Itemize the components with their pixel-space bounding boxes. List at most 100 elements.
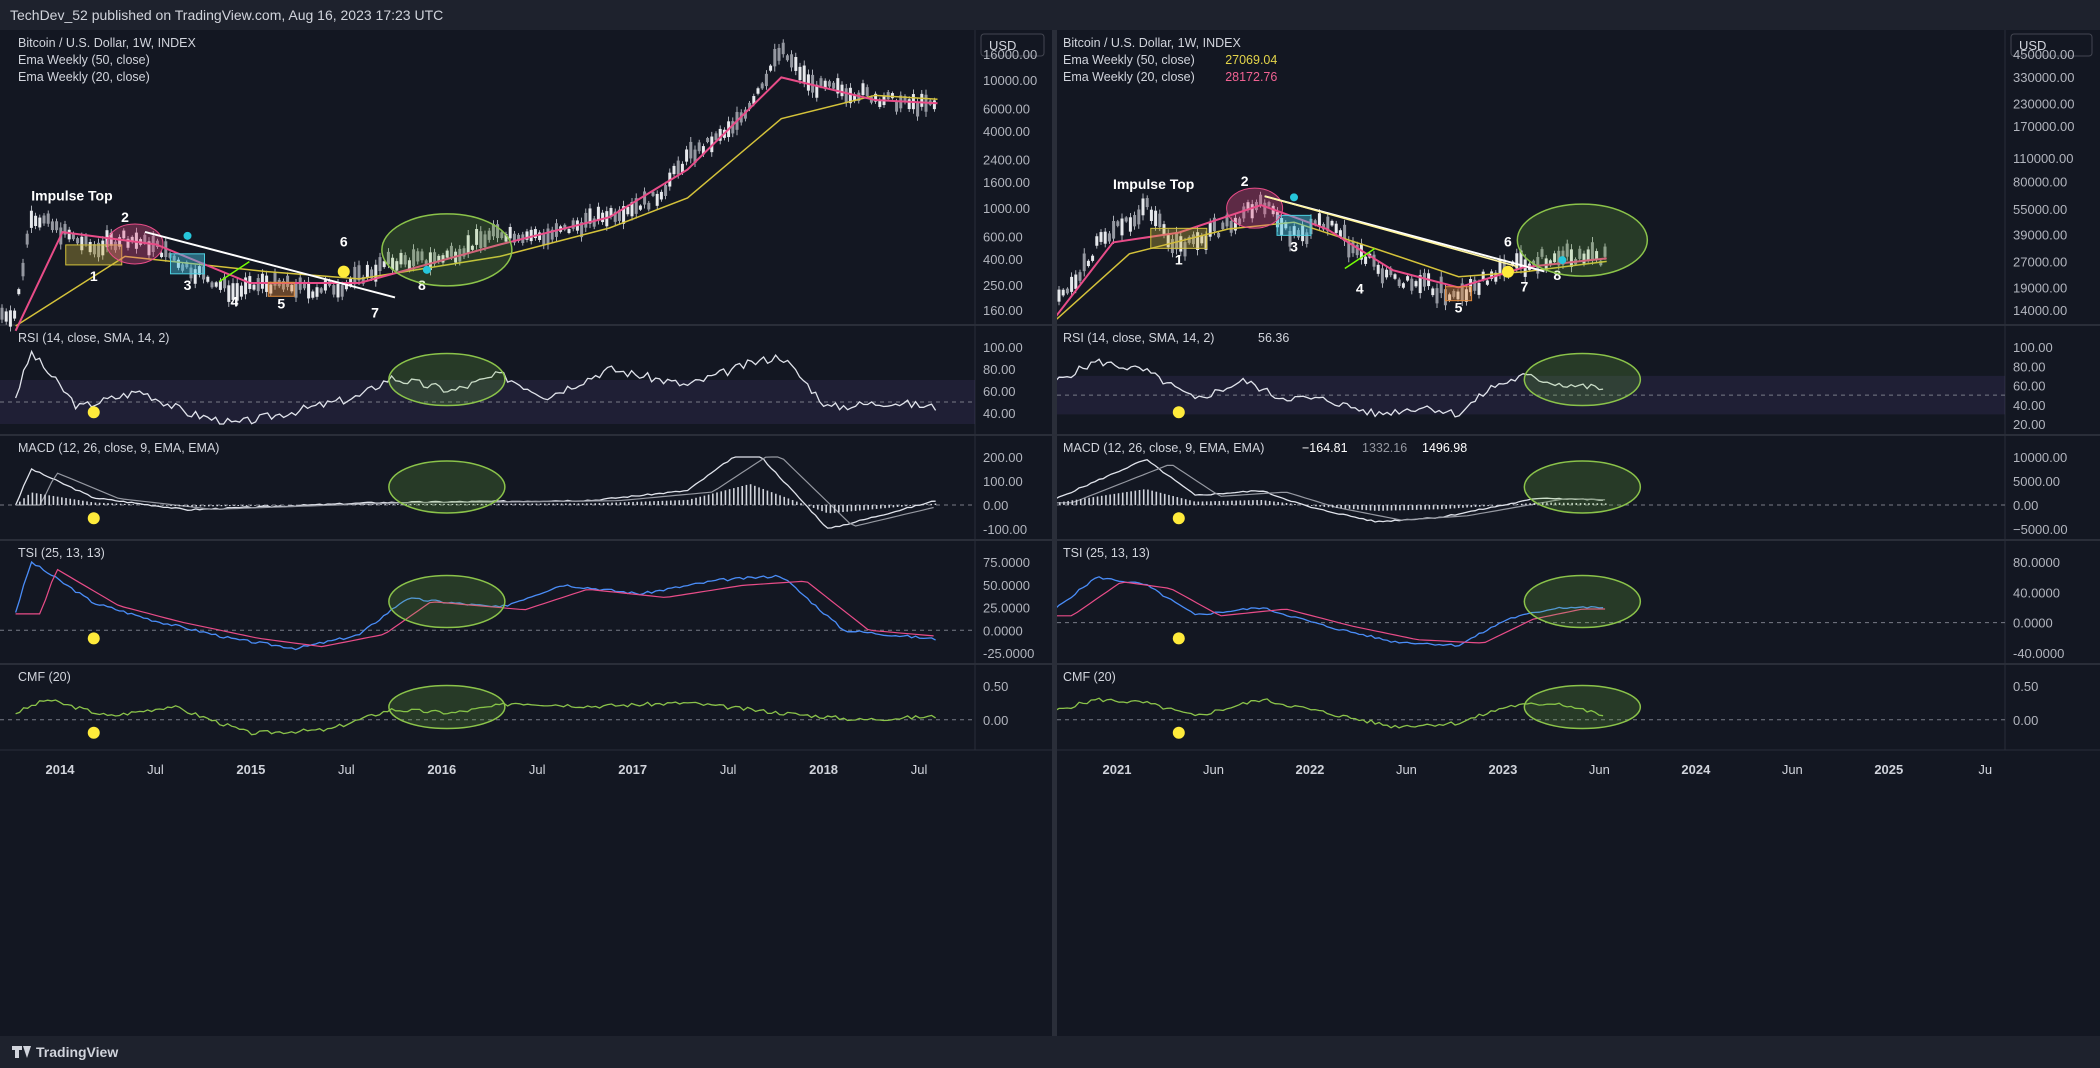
price-legend[interactable]: Bitcoin / U.S. Dollar, 1W, INDEX Ema Week… xyxy=(18,36,196,84)
currency-badge-box[interactable] xyxy=(2010,33,2093,57)
candle-body xyxy=(340,285,344,297)
candle-body xyxy=(1065,288,1069,294)
candle-body xyxy=(785,55,789,61)
candle-body xyxy=(920,93,924,107)
candle-body xyxy=(1460,283,1464,301)
candle-body xyxy=(1418,275,1422,294)
candle-body xyxy=(1191,234,1195,245)
candle-body xyxy=(1196,232,1200,251)
macd-tick-label: 200.00 xyxy=(983,450,1023,465)
zone-8-oscillator-ellipse xyxy=(388,460,506,514)
zone-5-box xyxy=(267,281,295,297)
price-legend[interactable]: Bitcoin / U.S. Dollar, 1W, INDEX Ema Week… xyxy=(1063,36,1277,84)
candle-body xyxy=(84,235,88,245)
time-tick-label: Jul xyxy=(147,762,164,777)
macd-line xyxy=(1057,458,1604,523)
zone-8-ellipse xyxy=(1516,203,1649,277)
candle-body xyxy=(1280,218,1284,236)
candle-body xyxy=(655,193,659,206)
candle-body xyxy=(1410,278,1414,291)
annotation-label: 8 xyxy=(1553,267,1561,283)
zone-8-oscillator-ellipse xyxy=(1523,352,1642,407)
candle-body xyxy=(155,240,159,248)
candle-body xyxy=(1288,230,1292,247)
candle-body xyxy=(512,233,516,243)
candle-body xyxy=(865,87,869,97)
candle-body xyxy=(311,291,315,298)
candle-body xyxy=(907,99,911,110)
candle-body xyxy=(378,257,382,272)
price-tick-label: 27000.00 xyxy=(2013,255,2067,270)
tsi-line xyxy=(1057,576,1604,647)
tradingview-brand[interactable]: TradingView xyxy=(12,1044,118,1060)
candle-body xyxy=(281,281,285,290)
price-tick-label: 110000.00 xyxy=(2013,151,2074,166)
candle-body xyxy=(1296,230,1300,238)
candle-body xyxy=(353,266,357,285)
candle-body xyxy=(244,277,248,295)
time-tick-label: Jun xyxy=(1396,762,1417,777)
candle-body xyxy=(1095,236,1099,246)
chart-left[interactable]: USD16000.0010000.006000.004000.002400.00… xyxy=(0,30,1052,1036)
candle-body xyxy=(1078,272,1082,281)
candle-body xyxy=(731,121,735,134)
candle-body xyxy=(1116,221,1120,226)
currency-badge[interactable]: USD xyxy=(980,33,1045,57)
candle-body xyxy=(130,236,134,243)
zone-1-box xyxy=(1150,227,1208,249)
macd-histogram xyxy=(19,484,937,514)
candle-body xyxy=(172,255,176,261)
price-tick-label: 170000.00 xyxy=(2013,119,2074,134)
cmf-tick-label: 0.50 xyxy=(2013,679,2038,694)
annotation-label: 6 xyxy=(1504,234,1512,250)
price-tick-label: 330000.00 xyxy=(2013,70,2074,85)
candle-body xyxy=(1519,250,1523,269)
price-tick-label: 600.00 xyxy=(983,230,1023,245)
candle-body xyxy=(294,283,298,298)
candle-body xyxy=(122,230,126,239)
candle-body xyxy=(638,205,642,210)
candle-body xyxy=(1305,232,1309,244)
candle-body xyxy=(71,233,75,240)
tradingview-logo-icon xyxy=(12,1046,31,1058)
candle-body xyxy=(21,262,25,277)
zone-3-box xyxy=(170,253,205,275)
candle-body xyxy=(1364,256,1368,264)
price-tick-label: 400.00 xyxy=(983,252,1023,267)
candle-body xyxy=(802,65,806,83)
candle-body xyxy=(1229,220,1233,233)
time-tick-label: 2017 xyxy=(618,762,647,777)
candle-body xyxy=(1355,244,1359,256)
candle-body xyxy=(315,287,319,297)
currency-badge[interactable]: USD xyxy=(2010,33,2093,57)
candle-body xyxy=(895,101,899,112)
resistance-line xyxy=(1264,195,1519,268)
time-tick-label: Jul xyxy=(911,762,928,777)
currency-badge-box[interactable] xyxy=(980,33,1045,57)
candle-body xyxy=(4,311,8,322)
legend-label: Ema Weekly (20, close) xyxy=(1063,70,1195,84)
time-tick-label: Ju xyxy=(1978,762,1992,777)
annotation-label: 4 xyxy=(1356,281,1364,297)
price-candles[interactable] xyxy=(0,39,936,332)
rsi-tick-label: 40.00 xyxy=(983,406,1016,421)
candle-body xyxy=(588,208,592,224)
candle-body xyxy=(8,310,12,327)
tsi-tick-label: 0.0000 xyxy=(2013,616,2053,631)
candle-body xyxy=(1317,213,1321,227)
legend-label: Bitcoin / U.S. Dollar, 1W, INDEX xyxy=(1063,36,1241,50)
cmf-tick-label: 0.00 xyxy=(2013,713,2038,728)
annotation-label: 2 xyxy=(121,209,129,225)
candle-body xyxy=(256,278,260,292)
candle-body xyxy=(1175,232,1179,250)
rsi-tick-label: 100.00 xyxy=(983,340,1023,355)
yellow-marker xyxy=(1172,512,1185,525)
rsi-title: RSI (14, close, SMA, 14, 2) xyxy=(1063,331,1214,345)
candle-body xyxy=(1170,239,1174,254)
candle-body xyxy=(1389,268,1393,276)
candle-body xyxy=(1259,194,1263,205)
candle-body xyxy=(1103,231,1107,244)
support-line xyxy=(218,261,250,283)
candle-body xyxy=(1162,224,1166,236)
